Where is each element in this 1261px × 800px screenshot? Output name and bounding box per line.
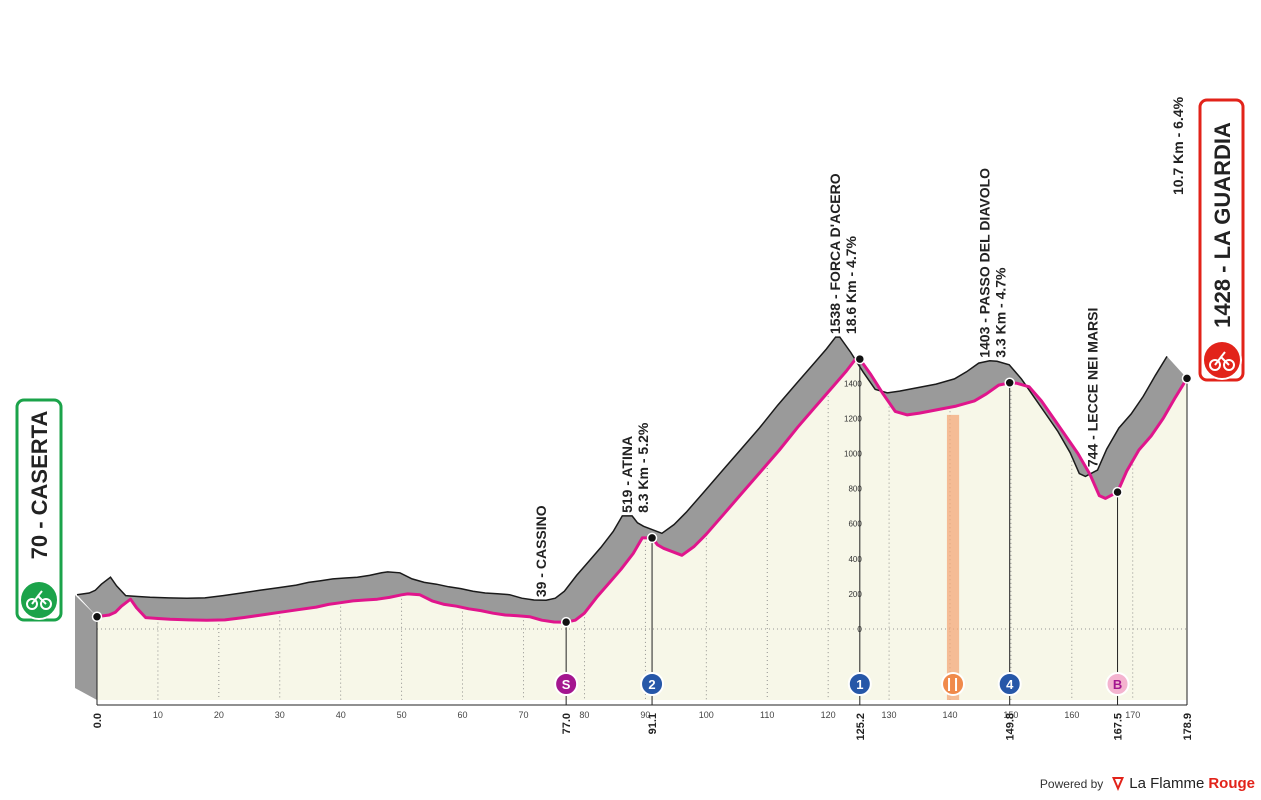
profile-fill	[97, 359, 1187, 700]
x-tick-label: 10	[153, 710, 163, 720]
brand-name-a: La Flamme	[1129, 775, 1205, 792]
feed-zone-icon	[941, 672, 966, 696]
x-tick-label: 60	[458, 710, 468, 720]
point-name-label: 1538 - FORCA D'ACERO	[827, 173, 843, 334]
point-km-label: 125.2	[855, 713, 867, 741]
category-badge-icon	[640, 672, 665, 696]
category-badge-label: 1	[856, 677, 863, 692]
start-badge-text: 70 - CASERTA	[27, 411, 52, 560]
stage-points: 0.0 77.0 S 39 - CASSINO 91.1 2 519 - ATINA 8.3 …	[91, 96, 1194, 741]
point-marker	[1181, 373, 1193, 384]
point-km-label: 149.8	[1005, 713, 1017, 741]
flame-logo-icon	[1112, 776, 1125, 791]
point-km-label: 77.0	[561, 713, 573, 734]
finish-badge: 1428 - LA GUARDIA	[1198, 98, 1245, 382]
profile-ribbon	[76, 336, 1189, 624]
profile-line	[96, 357, 1189, 624]
brand-name-b: Rouge	[1208, 775, 1255, 792]
altitude-tick-label: 400	[848, 555, 862, 564]
point-marker	[1112, 486, 1123, 498]
start-bike-icon	[19, 580, 59, 620]
point-marker	[91, 611, 103, 622]
x-tick-label: 50	[397, 710, 407, 720]
x-tick-label: 30	[275, 710, 285, 720]
cyclist-icon	[26, 590, 52, 610]
point-km-label: 0.0	[92, 713, 104, 728]
altitude-tick-label: 800	[848, 485, 862, 494]
point-name-label: 39 - CASSINO	[533, 505, 549, 597]
altitude-tick-label: 600	[848, 520, 862, 529]
point-detail-label: 18.6 Km - 4.7%	[843, 235, 859, 334]
point-marker	[646, 532, 658, 544]
altitude-tick-label: 1400	[844, 379, 862, 388]
cutlery-icon	[948, 678, 958, 691]
footer-credit: Powered by La Flamme Rouge	[1040, 775, 1255, 792]
finish-badge-text: 1428 - LA GUARDIA	[1210, 122, 1235, 328]
category-badge-icon	[997, 672, 1022, 696]
x-tick-label: 130	[882, 710, 897, 720]
category-badge-label: 4	[1006, 677, 1014, 692]
powered-by-text: Powered by	[1039, 776, 1104, 791]
x-tick-label: 40	[336, 710, 346, 720]
category-badge-label: 2	[648, 677, 655, 692]
x-tick-label: 110	[760, 710, 774, 720]
profile-area	[75, 359, 1187, 700]
x-tick-label: 70	[518, 710, 528, 720]
altitude-tick-label: 200	[848, 590, 862, 599]
profile-ribbon-face	[77, 337, 1187, 623]
x-tick-label: 170	[1125, 710, 1140, 720]
point-marker	[560, 616, 572, 628]
point-km-label: 91.1	[647, 713, 659, 734]
start-badge: 70 - CASERTA	[15, 398, 63, 622]
point-marker	[1004, 377, 1015, 389]
point-name-label: 519 - ATINA	[619, 436, 635, 513]
category-badge-icon	[1105, 672, 1130, 696]
feed-zone-band	[946, 414, 960, 700]
category-badge-icon	[554, 672, 579, 696]
x-tick-label: 140	[942, 710, 957, 720]
x-tick-label: 20	[214, 710, 224, 720]
category-badge-icon	[847, 672, 872, 696]
x-tick-label: 150	[1003, 710, 1018, 720]
altitude-tick-label: 1000	[844, 450, 862, 459]
point-name-label: 10.7 Km - 6.4%	[1170, 96, 1186, 195]
profile-side-wall	[75, 595, 97, 700]
point-km-label: 178.9	[1182, 713, 1194, 741]
cyclist-icon	[1209, 351, 1235, 371]
profile-ribbon-top-edge	[76, 336, 1168, 601]
altitude-tick-label: 1200	[844, 414, 862, 423]
x-axis: 10 20 30 40 50 60 70 80 90 100 110 120 130 140 150 160 1…	[97, 704, 1187, 720]
x-tick-label: 100	[699, 710, 714, 720]
point-km-label: 167.5	[1113, 713, 1125, 741]
point-detail-label: 8.3 Km - 5.2%	[635, 422, 651, 513]
x-tick-label: 80	[579, 710, 589, 720]
point-detail-label: 3.3 Km - 4.7%	[993, 267, 1009, 358]
category-badge-label: B	[1113, 677, 1122, 692]
km-gridlines	[97, 386, 1187, 700]
x-tick-label: 90	[640, 710, 650, 720]
x-tick-label: 120	[821, 710, 836, 720]
finish-bike-icon	[1202, 340, 1242, 380]
point-marker	[854, 353, 866, 365]
brand-logo: La Flamme Rouge	[1111, 775, 1255, 792]
category-badge-label: S	[562, 677, 571, 692]
point-name-label: 744 - LECCE NEI MARSI	[1085, 308, 1101, 467]
x-tick-label: 160	[1064, 710, 1079, 720]
point-name-label: 1403 - PASSO DEL DIAVOLO	[977, 168, 993, 358]
